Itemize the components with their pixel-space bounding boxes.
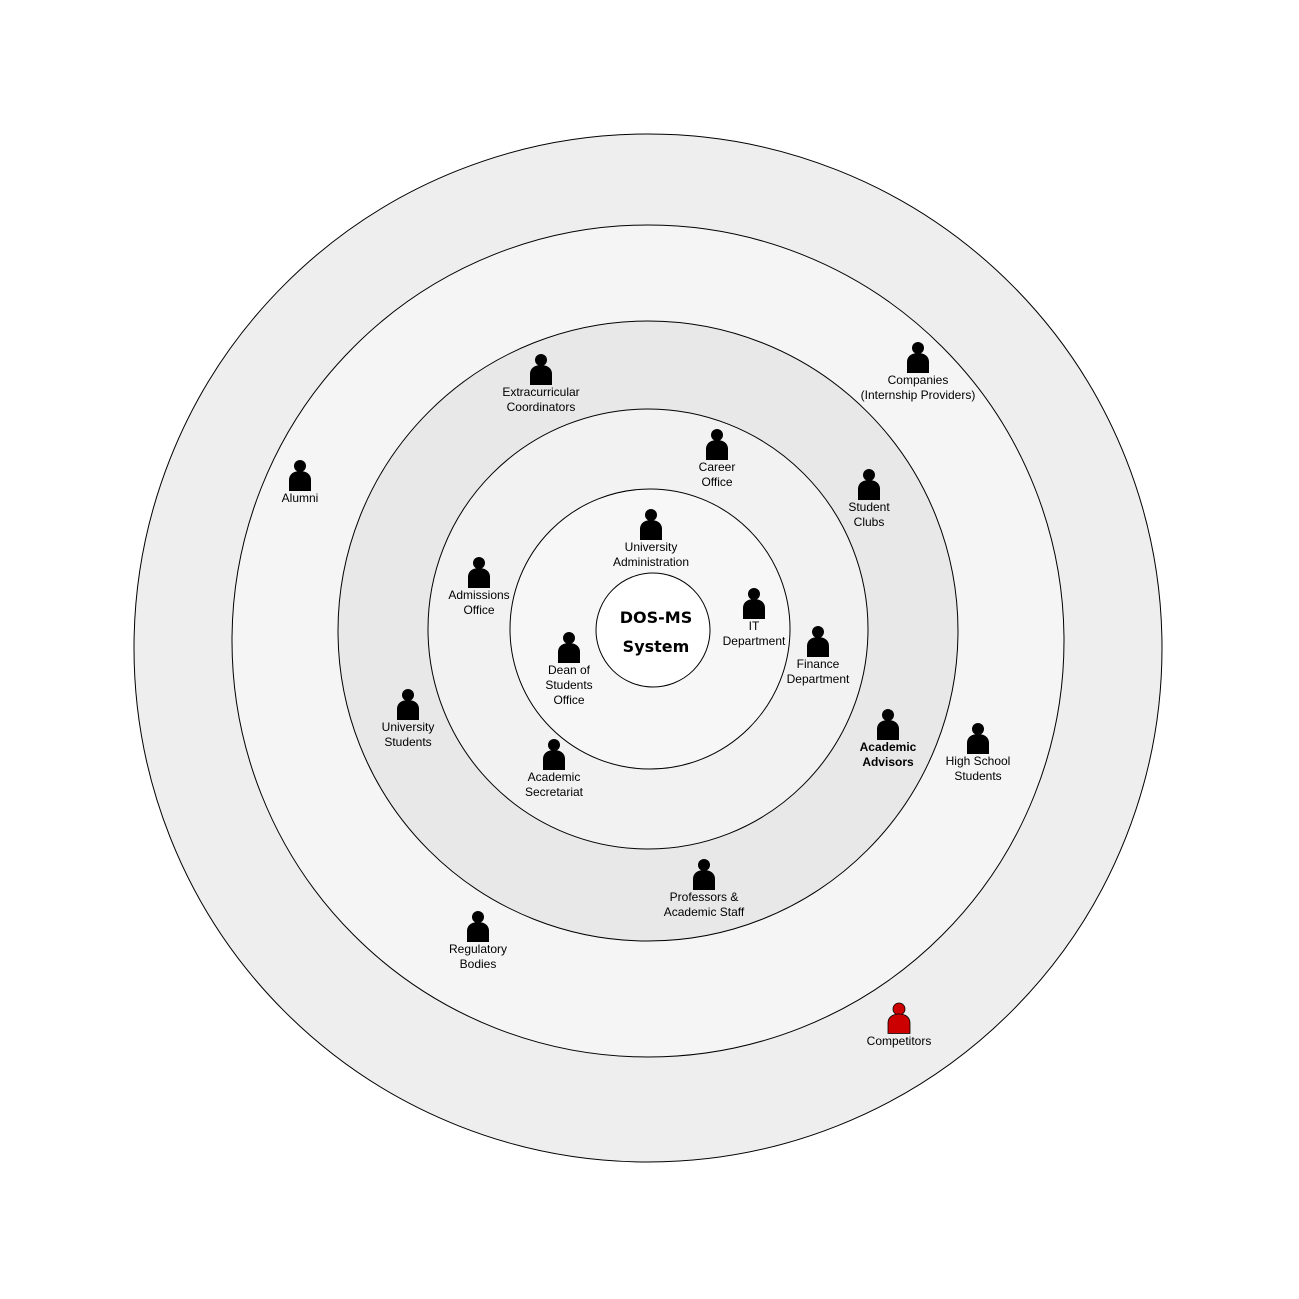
core-circle [595,572,711,688]
person-icon [807,626,829,657]
stakeholder-label: Academic Advisors [859,740,917,769]
person-icon [640,509,662,540]
stakeholder-label: Alumni [281,491,319,505]
stakeholder-extracurricular-coordinators: Extracurricular Coordinators [491,353,591,415]
person-icon-competitor [887,1002,911,1034]
person-icon [877,709,899,740]
stakeholder-dean-of-students-office: Dean of Students Office [529,631,609,708]
stakeholder-competitors: Competitors [859,1002,939,1049]
person-icon [530,354,552,385]
stakeholder-label: Student Clubs [848,500,890,529]
stakeholder-label: Competitors [866,1034,932,1048]
stakeholder-professors-academic-staff: Professors & Academic Staff [649,858,759,920]
stakeholder-companies: Companies (Internship Providers) [858,341,978,403]
stakeholder-label: University Students [381,720,435,749]
person-icon [543,739,565,770]
system-title-line1: DOS-MS [619,608,693,627]
person-icon [693,859,715,890]
stakeholder-finance-department: Finance Department [773,625,863,687]
stakeholder-student-clubs: Student Clubs [829,468,909,530]
person-icon [967,723,989,754]
stakeholder-label: Extracurricular Coordinators [502,385,580,414]
stakeholder-academic-advisors: Academic Advisors [843,708,933,770]
stakeholder-label: Professors & Academic Staff [663,890,745,919]
person-icon [743,588,765,619]
stakeholder-label: Finance Department [786,657,850,686]
stakeholder-it-department: IT Department [714,587,794,649]
system-title-line2: System [622,637,690,656]
stakeholder-university-administration: University Administration [606,508,696,570]
person-icon [907,342,929,373]
system-title: DOS-MS System [598,603,714,661]
stakeholder-label: IT Department [722,619,786,648]
stakeholder-label: Career Office [698,460,736,489]
person-icon [706,429,728,460]
stakeholder-label: Dean of Students Office [545,663,593,707]
person-icon [468,557,490,588]
stakeholder-academic-secretariat: Academic Secretariat [509,738,599,800]
stakeholder-label: University Administration [612,540,690,569]
stakeholder-regulatory-bodies: Regulatory Bodies [438,910,518,972]
stakeholder-alumni: Alumni [270,459,330,506]
stakeholder-label: Regulatory Bodies [448,942,508,971]
person-icon [289,460,311,491]
stakeholder-label: High School Students [945,754,1011,783]
person-icon [858,469,880,500]
stakeholder-label: Companies (Internship Providers) [860,373,976,402]
person-icon [397,689,419,720]
stakeholder-high-school-students: High School Students [933,722,1023,784]
stakeholder-admissions-office: Admissions Office [439,556,519,618]
person-icon [558,632,580,663]
stakeholder-career-office: Career Office [677,428,757,490]
stakeholder-university-students: University Students [368,688,448,750]
stakeholder-label: Admissions Office [448,588,510,617]
person-icon [467,911,489,942]
stakeholder-label: Academic Secretariat [524,770,584,799]
